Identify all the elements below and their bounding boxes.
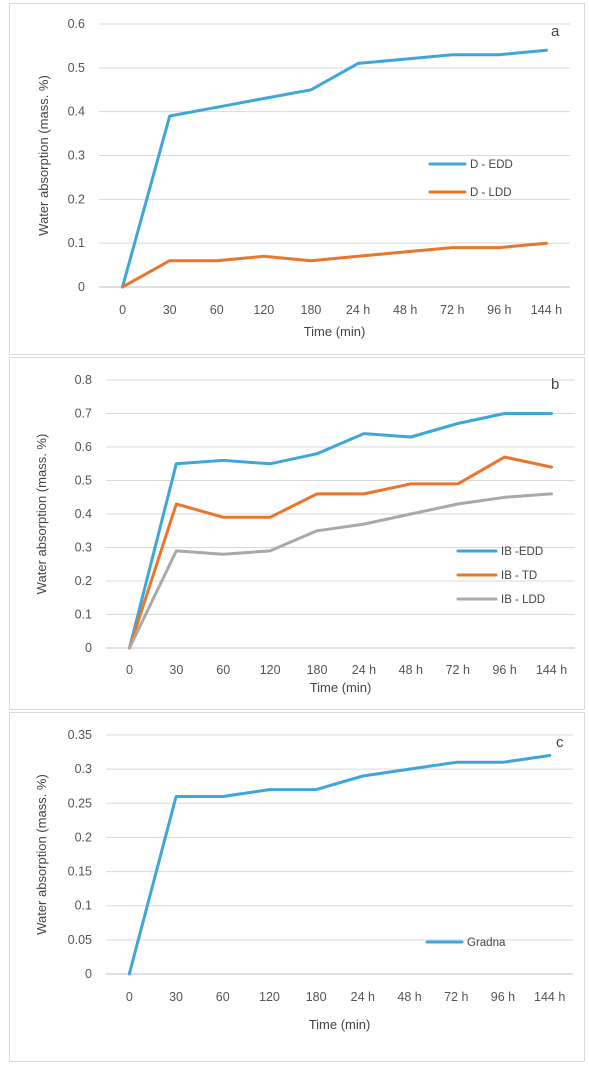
x-tick-label: 48 h <box>397 990 421 1004</box>
y-tick-label: 0.2 <box>68 192 85 206</box>
y-tick-label: 0.2 <box>75 574 92 588</box>
chart-b-legend: IB -EDD IB - TD IB - LDD <box>456 546 545 606</box>
chart-c-xticks: 0 30 60 120 180 24 h 48 h 72 h 96 h 144 h <box>126 990 565 1004</box>
chart-a-yticks: 0 0.1 0.2 0.3 0.4 0.5 0.6 <box>68 17 85 294</box>
chart-c-yticks: 0 0.05 0.1 0.15 0.2 0.25 0.3 0.35 <box>68 728 92 981</box>
series-line <box>128 412 553 650</box>
y-tick-label: 0.6 <box>75 440 92 454</box>
chart-a-svg: 0 0.1 0.2 0.3 0.4 0.5 0.6 0 30 60 120 180 24 h 48 h 7… <box>36 17 570 339</box>
y-tick-label: 0.3 <box>75 762 92 776</box>
x-tick-label: 180 <box>307 663 328 677</box>
x-tick-label: 0 <box>126 990 133 1004</box>
chart-a-ylabel: Water absorption (mass. %) <box>36 75 51 236</box>
x-tick-label: 60 <box>216 663 230 677</box>
x-tick-label: 96 h <box>487 303 511 317</box>
legend-label: D - EDD <box>470 159 513 171</box>
x-tick-label: 144 h <box>534 990 565 1004</box>
chart-b-panel-label: b <box>551 376 559 393</box>
x-tick-label: 144 h <box>531 303 562 317</box>
x-tick-label: 0 <box>119 303 126 317</box>
legend-label: IB - LDD <box>501 594 545 606</box>
chart-c-legend: Gradna <box>425 937 506 949</box>
chart-b-xticks: 0 30 60 120 180 24 h 48 h 72 h 96 h 144 h <box>126 663 567 677</box>
chart-c-series <box>127 754 552 976</box>
x-tick-label: 30 <box>169 990 183 1004</box>
y-tick-label: 0.6 <box>68 17 85 31</box>
chart-c-panel-label: c <box>556 734 564 751</box>
chart-b-ylabel: Water absorption (mass. %) <box>34 434 49 595</box>
x-tick-label: 120 <box>253 303 274 317</box>
x-tick-label: 180 <box>306 990 327 1004</box>
chart-b-xlabel: Time (min) <box>310 680 372 695</box>
x-tick-label: 180 <box>301 303 322 317</box>
x-tick-label: 60 <box>210 303 224 317</box>
x-tick-label: 72 h <box>440 303 464 317</box>
chart-b-yticks: 0 0.1 0.2 0.3 0.4 0.5 0.6 0.7 0.8 <box>75 373 92 655</box>
x-tick-label: 96 h <box>492 663 516 677</box>
y-tick-label: 0.5 <box>68 61 85 75</box>
y-tick-label: 0.05 <box>68 933 92 947</box>
series-line <box>127 754 552 976</box>
y-tick-label: 0.5 <box>75 474 92 488</box>
chart-a-legend: D - EDD D - LDD <box>428 159 513 199</box>
x-tick-label: 24 h <box>346 303 370 317</box>
chart-panel-a: 0 0.1 0.2 0.3 0.4 0.5 0.6 0 30 60 120 180 24 h 48 h 7… <box>9 3 585 355</box>
chart-a-series <box>121 48 548 289</box>
y-tick-label: 0 <box>85 641 92 655</box>
x-tick-label: 72 h <box>446 663 470 677</box>
chart-c-ylabel: Water absorption (mass. %) <box>34 774 49 935</box>
chart-a-xticks: 0 30 60 120 180 24 h 48 h 72 h 96 h 144 h <box>119 303 562 317</box>
chart-b-grid <box>106 379 575 615</box>
x-tick-label: 30 <box>169 663 183 677</box>
x-tick-label: 120 <box>260 663 281 677</box>
y-tick-label: 0.15 <box>68 865 92 879</box>
legend-label: D - LDD <box>470 187 512 199</box>
chart-a-grid <box>99 23 570 244</box>
y-tick-label: 0.25 <box>68 796 92 810</box>
y-tick-label: 0 <box>85 967 92 981</box>
x-tick-label: 48 h <box>399 663 423 677</box>
y-tick-label: 0.3 <box>68 149 85 163</box>
chart-panel-b: 0 0.1 0.2 0.3 0.4 0.5 0.6 0.7 0.8 0 30 60 120 180 24 … <box>9 357 585 710</box>
x-tick-label: 24 h <box>352 663 376 677</box>
chart-panel-c: 0 0.05 0.1 0.15 0.2 0.25 0.3 0.35 0 30 60 120 180 24… <box>9 712 585 1062</box>
chart-b-series <box>128 412 553 650</box>
x-tick-label: 72 h <box>444 990 468 1004</box>
x-tick-label: 144 h <box>536 663 567 677</box>
y-tick-label: 0 <box>78 280 85 294</box>
x-tick-label: 96 h <box>491 990 515 1004</box>
y-tick-label: 0.1 <box>75 899 92 913</box>
chart-a-panel-label: a <box>551 23 560 40</box>
chart-b-svg: 0 0.1 0.2 0.3 0.4 0.5 0.6 0.7 0.8 0 30 60 120 180 24 … <box>34 373 575 695</box>
legend-label: IB -EDD <box>501 546 543 558</box>
series-line <box>121 241 548 289</box>
legend-label: Gradna <box>467 937 506 949</box>
chart-c-svg: 0 0.05 0.1 0.15 0.2 0.25 0.3 0.35 0 30 60 120 180 24… <box>34 728 573 1032</box>
y-tick-label: 0.4 <box>68 105 85 119</box>
legend-label: IB - TD <box>501 570 537 582</box>
series-line <box>128 455 553 650</box>
x-tick-label: 24 h <box>351 990 375 1004</box>
x-tick-label: 120 <box>259 990 280 1004</box>
chart-c-xlabel: Time (min) <box>309 1017 371 1032</box>
y-tick-label: 0.8 <box>75 373 92 387</box>
series-line <box>121 48 548 289</box>
y-tick-label: 0.4 <box>75 507 92 521</box>
x-tick-label: 60 <box>216 990 230 1004</box>
y-tick-label: 0.3 <box>75 541 92 555</box>
y-tick-label: 0.1 <box>68 236 85 250</box>
y-tick-label: 0.1 <box>75 608 92 622</box>
x-tick-label: 48 h <box>393 303 417 317</box>
y-tick-label: 0.7 <box>75 407 92 421</box>
chart-a-xlabel: Time (min) <box>304 324 366 339</box>
y-tick-label: 0.35 <box>68 728 92 742</box>
x-tick-label: 0 <box>126 663 133 677</box>
chart-c-grid <box>106 734 573 941</box>
series-line <box>128 492 553 650</box>
y-tick-label: 0.2 <box>75 830 92 844</box>
x-tick-label: 30 <box>163 303 177 317</box>
